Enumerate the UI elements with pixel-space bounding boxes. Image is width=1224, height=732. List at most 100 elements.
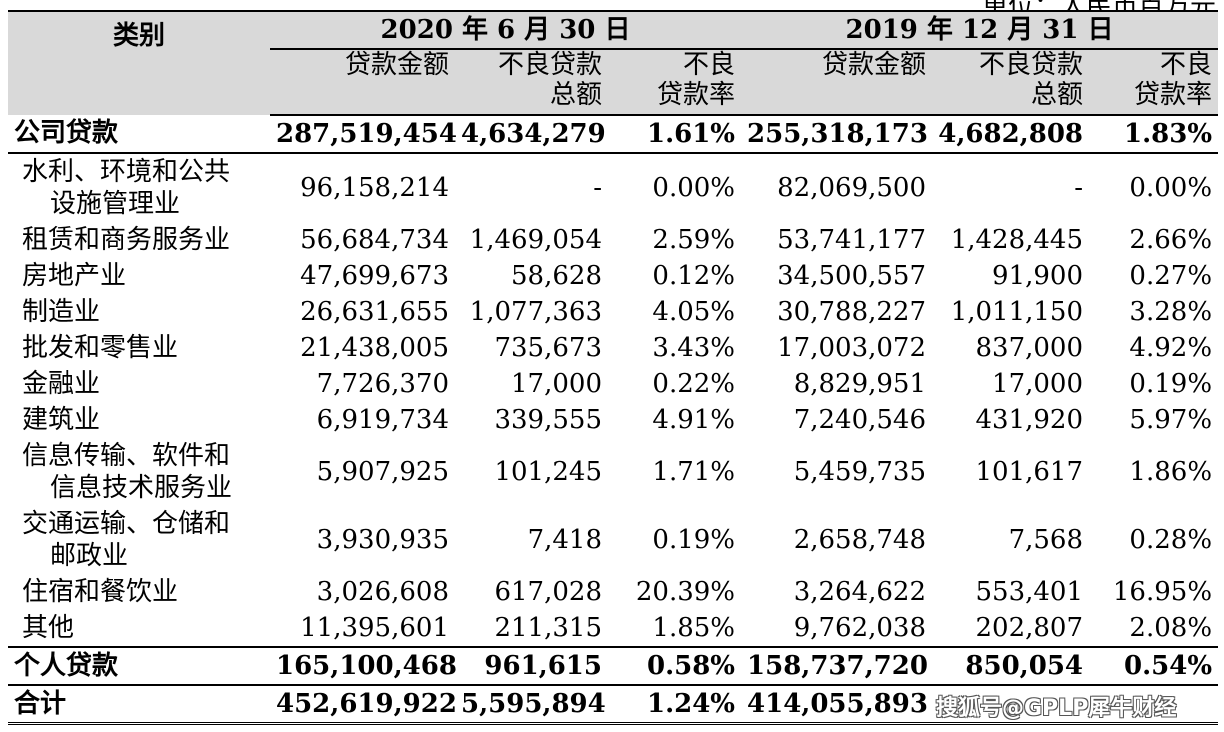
cell-value: 17,003,072	[777, 332, 927, 363]
row-label: 其他	[8, 610, 270, 648]
cell-value: 4,634,279	[455, 115, 608, 154]
cell-value: -	[593, 172, 602, 203]
cell-value: 3,026,608	[316, 576, 449, 607]
table-row: 信息传输、软件和 信息技术服务业 5,907,925 101,245 1.71% 5,45…	[8, 438, 1218, 506]
row-label: 批发和零售业	[22, 332, 179, 363]
cell-value: 6,919,734	[316, 404, 449, 435]
cell-value: 1.71%	[652, 456, 736, 487]
cell-value: 3.43%	[652, 332, 736, 363]
cell-value: 21,438,005	[300, 332, 449, 363]
table-row: 制造业 26,631,655 1,077,363 4.05% 30,788,227 1,0…	[8, 294, 1218, 330]
cell-value: 17,000	[511, 368, 602, 399]
cell-value: 2.66%	[1129, 224, 1213, 255]
cell-value: 4.05%	[652, 296, 736, 327]
cell-value: 1,428,445	[950, 224, 1084, 255]
header-npl-2020: 不良贷款 总额	[455, 49, 608, 116]
cell-value: 0.58%	[646, 650, 736, 681]
header-loan-2019: 贷款金额	[741, 49, 933, 116]
cell-value: 0.19%	[1129, 368, 1213, 399]
cell-value: 4.92%	[1129, 332, 1213, 363]
cell-value: 414,055,893	[741, 684, 933, 725]
cell-value: 7,418	[527, 524, 602, 555]
cell-value: 11,395,601	[270, 610, 455, 648]
loan-table: 类别 2020 年 6 月 30 日 2019 年 12 月 31 日 贷款金额…	[8, 10, 1219, 725]
cell-value: 1.83%	[1089, 115, 1219, 154]
cell-value: 287,519,454	[270, 115, 457, 154]
cell-value: 452,619,922	[270, 684, 457, 725]
cell-value: 0.54%	[1124, 650, 1213, 681]
table-row: 批发和零售业 21,438,005 735,673 3.43% 17,003,072 83…	[8, 330, 1218, 366]
cell-value: 1,077,363	[469, 296, 602, 327]
cell-value: 617,028	[494, 576, 602, 607]
cell-value: 1,011,150	[950, 296, 1084, 327]
cell-value: 3,264,622	[793, 576, 927, 607]
cell-value: 5,459,735	[793, 456, 927, 487]
cell-value: 165,100,468	[276, 650, 457, 681]
cell-value: 30,788,227	[777, 296, 927, 327]
row-label: 公司贷款	[8, 115, 270, 154]
cell-value: 3,930,935	[316, 524, 449, 555]
row-label: 金融业	[22, 368, 101, 399]
cell-value: 0.28%	[1129, 524, 1213, 555]
cell-value: 101,245	[494, 456, 602, 487]
cell-value: 8,829,951	[793, 368, 927, 399]
cell-value: 7,568	[1008, 524, 1084, 555]
cell-value: 1.61%	[608, 115, 742, 154]
cell-value: 20.39%	[635, 576, 736, 607]
cell-value: 7,726,370	[316, 368, 449, 399]
cell-value: 91,900	[992, 260, 1084, 291]
cell-value: 1.24%	[608, 684, 742, 725]
header-loan-2020: 贷款金额	[270, 49, 455, 116]
cell-value: 5.97%	[1129, 404, 1213, 435]
cell-value: 0.19%	[652, 524, 736, 555]
cell-value: 339,555	[494, 404, 602, 435]
table-row: 租赁和商务服务业 56,684,734 1,469,054 2.59% 53,741,1…	[8, 222, 1218, 258]
cell-value: 1.85%	[608, 610, 742, 648]
cell-value: 850,054	[965, 650, 1084, 681]
cell-value: 2,658,748	[793, 524, 927, 555]
cell-value: 0.27%	[1129, 260, 1213, 291]
row-label: 制造业	[22, 296, 101, 327]
cell-value: 2.59%	[652, 224, 736, 255]
cell-value: 7,240,546	[793, 404, 927, 435]
cell-value: -	[1074, 172, 1084, 203]
table-row: 房地产业 47,699,673 58,628 0.12% 34,500,557 91,90…	[8, 258, 1218, 294]
cell-value: 735,673	[494, 332, 602, 363]
cell-value: 1,469,054	[469, 224, 602, 255]
cell-value: 47,699,673	[300, 260, 449, 291]
cell-value: 5,595,894	[455, 684, 608, 725]
header-rate-2020: 不良 贷款率	[608, 49, 742, 116]
cell-value: 53,741,177	[777, 224, 927, 255]
cell-value: 211,315	[455, 610, 608, 648]
cell-value: 26,631,655	[300, 296, 449, 327]
cell-value: 0.00%	[1129, 172, 1213, 203]
cell-value: 431,920	[975, 404, 1084, 435]
table-row: 个人贷款 165,100,468 961,615 0.58% 158,737,720 85…	[8, 647, 1218, 685]
table-row: 金融业 7,726,370 17,000 0.22% 8,829,951 17,000 0.…	[8, 366, 1218, 402]
cell-value: 961,615	[484, 650, 602, 681]
cell-value	[1089, 684, 1219, 725]
row-label: 租赁和商务服务业	[22, 224, 231, 255]
cell-value: 553,401	[975, 576, 1084, 607]
cell-value: 96,158,214	[300, 172, 449, 203]
row-label: 信息传输、软件和 信息技术服务业	[22, 441, 233, 503]
cell-value: 0.00%	[652, 172, 736, 203]
cell-value: 3.28%	[1129, 296, 1213, 327]
header-period-2019: 2019 年 12 月 31 日	[741, 11, 1219, 50]
header-period-2020: 2020 年 6 月 30 日	[270, 11, 742, 50]
header-rate-2019: 不良 贷款率	[1089, 49, 1219, 116]
header-category: 类别	[8, 11, 270, 115]
cell-value: 34,500,557	[777, 260, 927, 291]
table-row: 建筑业 6,919,734 339,555 4.91% 7,240,546 431,920…	[8, 402, 1218, 438]
table-row: 水利、环境和公共 设施管理业 96,158,214 - 0.00% 82,069,500 -…	[8, 153, 1218, 222]
cell-value: 0.12%	[652, 260, 736, 291]
cell-value	[932, 684, 1090, 725]
cell-value: 9,762,038	[741, 610, 933, 648]
cell-value: 58,628	[511, 260, 602, 291]
cell-value: 17,000	[992, 368, 1084, 399]
cell-value: 2.08%	[1089, 610, 1219, 648]
row-label: 建筑业	[22, 404, 101, 435]
cell-value: 16.95%	[1112, 576, 1213, 607]
table-row: 合计 452,619,922 5,595,894 1.24% 414,055,893	[8, 684, 1219, 725]
